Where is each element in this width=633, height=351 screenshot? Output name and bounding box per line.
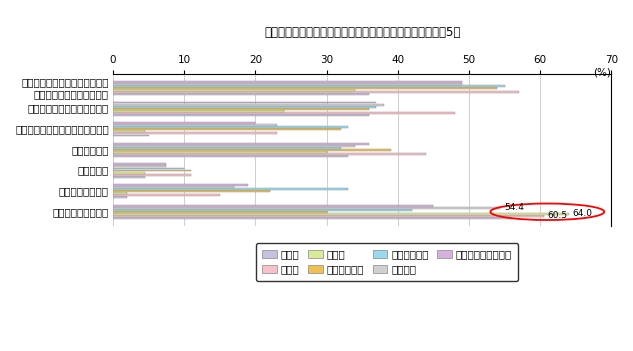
Bar	[113, 151, 327, 153]
Bar	[113, 174, 191, 176]
Title: 運輸業、建設業、不動産業では、電子商取引の未実施率が5割: 運輸業、建設業、不動産業では、電子商取引の未実施率が5割	[264, 26, 460, 39]
Bar	[113, 184, 248, 186]
Bar	[113, 85, 505, 87]
Bar	[113, 122, 255, 124]
Bar	[113, 194, 220, 196]
Bar	[113, 131, 145, 132]
Bar	[113, 145, 355, 147]
Bar	[113, 114, 369, 116]
Bar	[113, 211, 327, 213]
Bar	[113, 215, 544, 217]
Bar	[113, 192, 127, 194]
Bar	[113, 205, 434, 206]
Bar	[113, 147, 341, 149]
Bar	[113, 190, 270, 192]
Text: (%): (%)	[594, 67, 611, 77]
Bar	[113, 188, 348, 190]
Bar	[113, 153, 426, 155]
Bar	[113, 213, 568, 215]
Bar	[113, 81, 462, 83]
Bar	[113, 108, 369, 110]
Bar	[113, 106, 377, 107]
Legend: 建設業, 製造業, 運輸業, 卸売・小売業, 金融・保険業, 不動産業, サービス業、その他: 建設業, 製造業, 運輸業, 卸売・小売業, 金融・保険業, 不動産業, サービ…	[256, 243, 518, 281]
Bar	[113, 104, 384, 106]
Text: 64.0: 64.0	[572, 209, 592, 218]
Bar	[113, 112, 454, 114]
Bar	[113, 149, 391, 151]
Bar	[113, 186, 234, 188]
Bar	[113, 155, 348, 157]
Bar	[113, 207, 500, 208]
Text: 60.5: 60.5	[548, 211, 567, 220]
Bar	[113, 101, 377, 104]
Text: 54.4: 54.4	[504, 203, 523, 212]
Bar	[113, 172, 145, 173]
Bar	[113, 217, 511, 219]
Bar	[113, 89, 355, 91]
Bar	[113, 87, 498, 89]
Bar	[113, 167, 184, 170]
Bar	[113, 134, 149, 137]
Bar	[113, 209, 412, 211]
Bar	[113, 165, 166, 167]
Bar	[113, 164, 166, 165]
Bar	[113, 83, 462, 85]
Bar	[113, 110, 284, 112]
Bar	[113, 128, 341, 130]
Bar	[113, 143, 369, 145]
Bar	[113, 170, 191, 172]
Bar	[113, 124, 277, 126]
Bar	[113, 93, 369, 95]
Bar	[113, 91, 519, 93]
Bar	[113, 197, 127, 198]
Bar	[113, 132, 277, 134]
Bar	[113, 126, 348, 128]
Bar	[113, 176, 145, 178]
